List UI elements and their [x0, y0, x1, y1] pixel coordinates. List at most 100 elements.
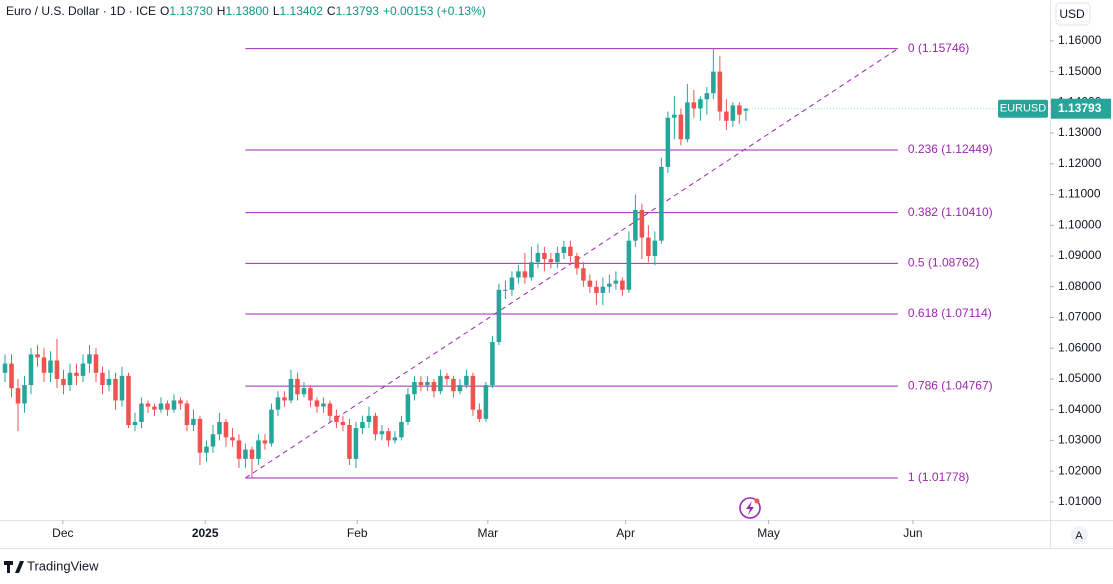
candle-body: [373, 415, 378, 435]
l-label: L: [273, 4, 280, 18]
change: +0.00153 (+0.13%): [383, 4, 486, 18]
candle-body: [496, 289, 502, 343]
candle-body: [503, 289, 508, 291]
candle-body: [678, 114, 684, 140]
candle-body: [451, 378, 456, 392]
candle-body: [210, 434, 216, 447]
currency[interactable]: USD: [1059, 7, 1085, 21]
candle-body: [665, 117, 671, 167]
candle-body: [691, 102, 697, 109]
x-tick-label: Apr: [616, 526, 635, 540]
candle-body: [321, 403, 326, 407]
candle-body: [275, 397, 281, 410]
candle-body: [158, 403, 164, 410]
candle-body: [15, 388, 21, 404]
currency-button[interactable]: [1055, 2, 1091, 26]
plot: [2, 48, 1050, 479]
candle-body: [41, 357, 47, 373]
l-value: 1.13402: [280, 4, 324, 18]
candle-body: [35, 354, 40, 358]
events-bolt: [746, 501, 754, 515]
candle-body: [535, 252, 541, 263]
candle-body: [386, 431, 391, 441]
y-tick-label: 1.01000: [1058, 494, 1102, 508]
y-tick-label: 1.06000: [1058, 340, 1102, 354]
c-label: C: [327, 4, 336, 18]
candle-body: [366, 415, 372, 422]
candle-body: [100, 372, 105, 386]
candle-body: [61, 378, 66, 386]
x-tick-label: Jun: [903, 526, 922, 540]
fib-label: 0 (1.15746): [908, 41, 969, 55]
candle-body: [314, 400, 320, 407]
candle-body: [379, 431, 385, 435]
candle-body: [269, 409, 274, 444]
candle-body: [87, 354, 92, 364]
candle-body: [197, 418, 203, 453]
y-tick-label: 1.02000: [1058, 463, 1102, 477]
candle-body: [178, 400, 183, 404]
candle-body: [22, 385, 27, 404]
candle-body: [139, 403, 144, 422]
candle-body: [613, 280, 619, 284]
candle-body: [360, 421, 365, 429]
candle-body: [204, 446, 209, 453]
title: Euro / U.S. Dollar · 1D · ICE: [6, 4, 156, 18]
y-tick-label: 1.11000: [1058, 187, 1101, 201]
candle-body: [444, 375, 450, 379]
candle-body: [717, 71, 723, 112]
candle-body: [171, 400, 177, 410]
candle-body: [74, 372, 79, 376]
candle-body: [743, 108, 749, 111]
candle-body: [327, 403, 333, 416]
candle-body: [353, 428, 359, 459]
candle-body: [711, 71, 716, 94]
events-icon[interactable]: [739, 497, 761, 519]
candle-body: [542, 252, 547, 260]
candle-body: [431, 382, 437, 392]
candle-body: [243, 449, 248, 459]
candle-body: [659, 166, 664, 241]
candle-body: [464, 375, 469, 386]
fib-label: 0.236 (1.12449): [908, 142, 993, 156]
candle-body: [425, 382, 430, 386]
candle-body: [438, 375, 443, 392]
candle-body: [113, 378, 118, 401]
candle-body: [516, 271, 521, 278]
candle-body: [509, 277, 515, 290]
candle-body: [607, 283, 612, 287]
o-value: 1.13730: [169, 4, 213, 18]
candle-body: [152, 406, 157, 410]
symbol-badge: [998, 99, 1048, 118]
candle-body: [522, 271, 528, 278]
candle-body: [581, 268, 586, 281]
candle-body: [633, 209, 638, 241]
candle-body: [288, 378, 294, 401]
h-value: 1.13800: [225, 4, 269, 18]
candle-body: [256, 440, 261, 459]
candle-body: [555, 252, 560, 263]
candle-body: [347, 425, 352, 459]
candle-body: [574, 256, 580, 269]
candle-body: [724, 111, 729, 121]
candle-body: [548, 259, 554, 263]
scale-button-bg[interactable]: [1070, 526, 1088, 544]
x-tick-label: Mar: [478, 526, 499, 540]
y-tick-label: 1.10000: [1058, 217, 1102, 231]
candle-body: [568, 246, 573, 257]
candle-body: [301, 388, 307, 395]
y-tick-label: 1.05000: [1058, 371, 1102, 385]
candle-body: [262, 440, 268, 444]
c-value: 1.13793: [336, 4, 380, 18]
scale-button[interactable]: A: [1075, 530, 1083, 542]
candle-body: [405, 394, 411, 422]
candle-body: [470, 375, 476, 410]
last-price-label: 1.13793: [1058, 101, 1102, 115]
candle-body: [191, 418, 196, 426]
candle-body: [594, 286, 599, 293]
y-tick-label: 1.03000: [1058, 433, 1102, 447]
candle-body: [639, 209, 645, 238]
candle-body: [626, 240, 632, 290]
candle-body: [483, 385, 489, 419]
